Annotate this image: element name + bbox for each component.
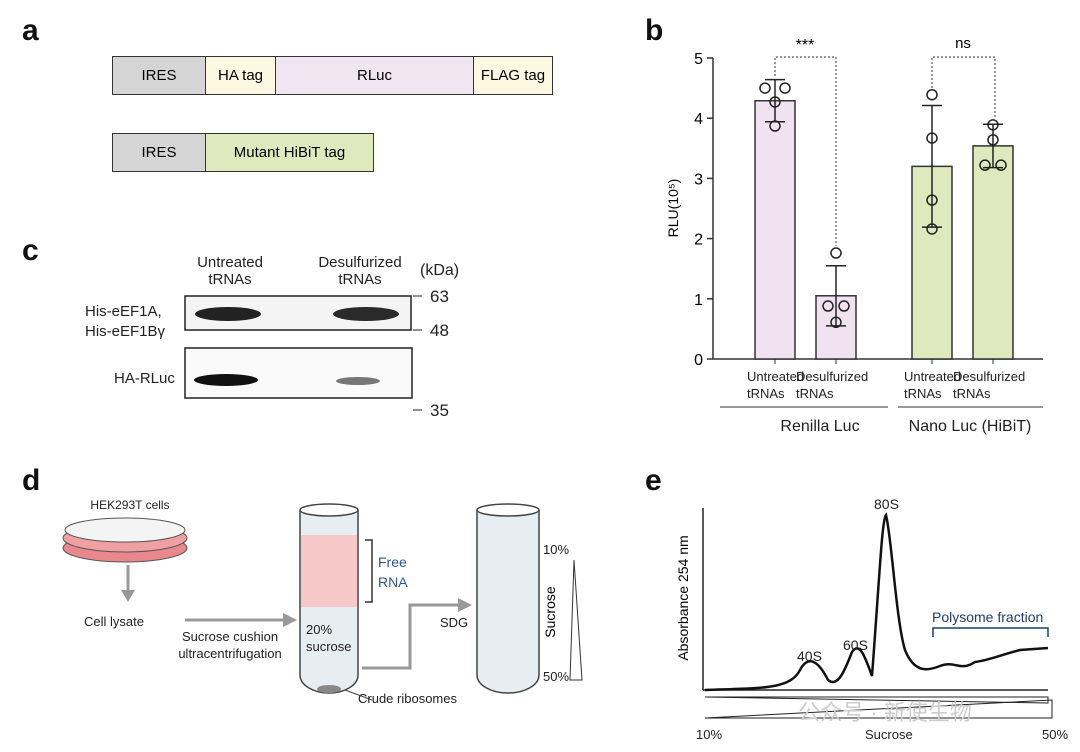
y-tick-label: 1 bbox=[694, 292, 703, 309]
dish-lid bbox=[64, 517, 186, 543]
label: 10% bbox=[543, 542, 570, 557]
label: SDG bbox=[440, 615, 469, 630]
label: HEK293T cells bbox=[90, 498, 170, 512]
segment: HA tag bbox=[205, 56, 276, 95]
tube bbox=[476, 510, 540, 694]
data-point bbox=[830, 316, 842, 329]
data-point bbox=[979, 159, 991, 171]
segment: Mutant HiBiT tag bbox=[205, 133, 374, 172]
column-label: Untreated tRNAs bbox=[197, 254, 263, 288]
bar bbox=[972, 145, 1014, 360]
panel-label: d bbox=[22, 464, 41, 497]
y-tick-label: 3 bbox=[694, 171, 703, 188]
arrowhead bbox=[121, 590, 135, 602]
data-point bbox=[769, 96, 781, 108]
annotation: ns bbox=[955, 35, 971, 52]
segment: IRES bbox=[112, 56, 206, 95]
label: 20% sucrose bbox=[306, 622, 352, 654]
data-point bbox=[779, 82, 791, 94]
wedge bbox=[704, 699, 1053, 719]
pointer bbox=[344, 689, 373, 701]
label: Crude ribosomes bbox=[358, 691, 457, 706]
y-axis-label: Absorbance 254 nm bbox=[675, 535, 691, 660]
panel-label: e bbox=[645, 464, 662, 497]
bar bbox=[911, 165, 953, 360]
free-rna-layer bbox=[301, 535, 357, 607]
arrow bbox=[362, 603, 460, 670]
y-tick-label: 0 bbox=[694, 352, 703, 369]
peak-label: 80S bbox=[874, 496, 899, 512]
x-tick-label: Untreated tRNAs bbox=[747, 369, 805, 401]
panel-label: a bbox=[22, 14, 39, 47]
segment: IRES bbox=[112, 133, 206, 172]
watermark: 公众号 · 新使生物 bbox=[798, 700, 972, 725]
gradient-label: Sucrose bbox=[542, 586, 558, 638]
gradient-wedge bbox=[569, 559, 583, 681]
bracket bbox=[932, 627, 1049, 637]
row-label: His-eEF1A, His-eEF1Bγ bbox=[85, 303, 166, 340]
x-tick-label: Desulfurized tRNAs bbox=[953, 369, 1026, 401]
segment: FLAG tag bbox=[473, 56, 553, 95]
bar bbox=[754, 99, 796, 360]
label: 50% bbox=[543, 669, 570, 684]
label: Polysome fraction bbox=[932, 609, 1044, 625]
group-label: Renilla Luc bbox=[780, 418, 860, 435]
y-tick-label: 4 bbox=[694, 111, 703, 128]
band bbox=[336, 377, 380, 385]
pellet bbox=[317, 685, 341, 693]
y-axis-label: RLU(10⁵) bbox=[665, 179, 681, 238]
significance-bracket bbox=[774, 56, 837, 246]
marker: 48 bbox=[430, 321, 449, 340]
column-label: Desulfurized tRNAs bbox=[318, 254, 402, 288]
panel-label: b bbox=[645, 14, 664, 47]
blot-2 bbox=[184, 347, 413, 399]
data-point bbox=[995, 159, 1007, 171]
data-point bbox=[822, 300, 834, 312]
band bbox=[195, 307, 261, 321]
peak-label: 60S bbox=[843, 637, 868, 653]
unit: (kDa) bbox=[420, 262, 460, 279]
peak-label: 40S bbox=[797, 648, 822, 664]
band bbox=[333, 307, 399, 321]
marker: 35 bbox=[430, 401, 449, 420]
tube-rim bbox=[476, 503, 540, 517]
data-point bbox=[926, 88, 938, 101]
data-point bbox=[926, 194, 938, 206]
label: Free RNA bbox=[378, 554, 408, 590]
band bbox=[194, 374, 258, 386]
x-label: 10% bbox=[696, 727, 723, 742]
y-tick-label: 5 bbox=[694, 51, 703, 68]
data-point bbox=[987, 134, 999, 146]
label: Sucrose cushion ultracentrifugation bbox=[178, 629, 282, 661]
annotation: *** bbox=[796, 37, 815, 54]
data-point bbox=[769, 120, 781, 132]
x-tick-label: Desulfurized tRNAs bbox=[796, 369, 869, 401]
x-label: Sucrose bbox=[865, 727, 913, 742]
data-point bbox=[830, 247, 842, 259]
data-point bbox=[838, 300, 850, 312]
data-point bbox=[759, 82, 771, 94]
group-label: Nano Luc (HiBiT) bbox=[908, 418, 1032, 435]
data-point bbox=[926, 223, 938, 235]
significance-bracket bbox=[931, 56, 996, 118]
absorbance-trace bbox=[704, 512, 1049, 692]
row-label: HA-RLuc bbox=[114, 370, 175, 387]
marker: 63 bbox=[430, 287, 449, 306]
arrowhead bbox=[458, 598, 472, 612]
tube-rim bbox=[299, 503, 359, 517]
data-point bbox=[926, 132, 938, 144]
arrowhead bbox=[283, 613, 297, 627]
y-tick-label: 2 bbox=[694, 232, 703, 249]
label: Cell lysate bbox=[84, 614, 144, 629]
x-label: 50% bbox=[1042, 727, 1069, 742]
x-tick-label: Untreated tRNAs bbox=[904, 369, 962, 401]
data-point bbox=[987, 119, 999, 131]
segment: RLuc bbox=[275, 56, 474, 95]
panel-label: c bbox=[22, 234, 39, 267]
bracket bbox=[365, 539, 373, 603]
